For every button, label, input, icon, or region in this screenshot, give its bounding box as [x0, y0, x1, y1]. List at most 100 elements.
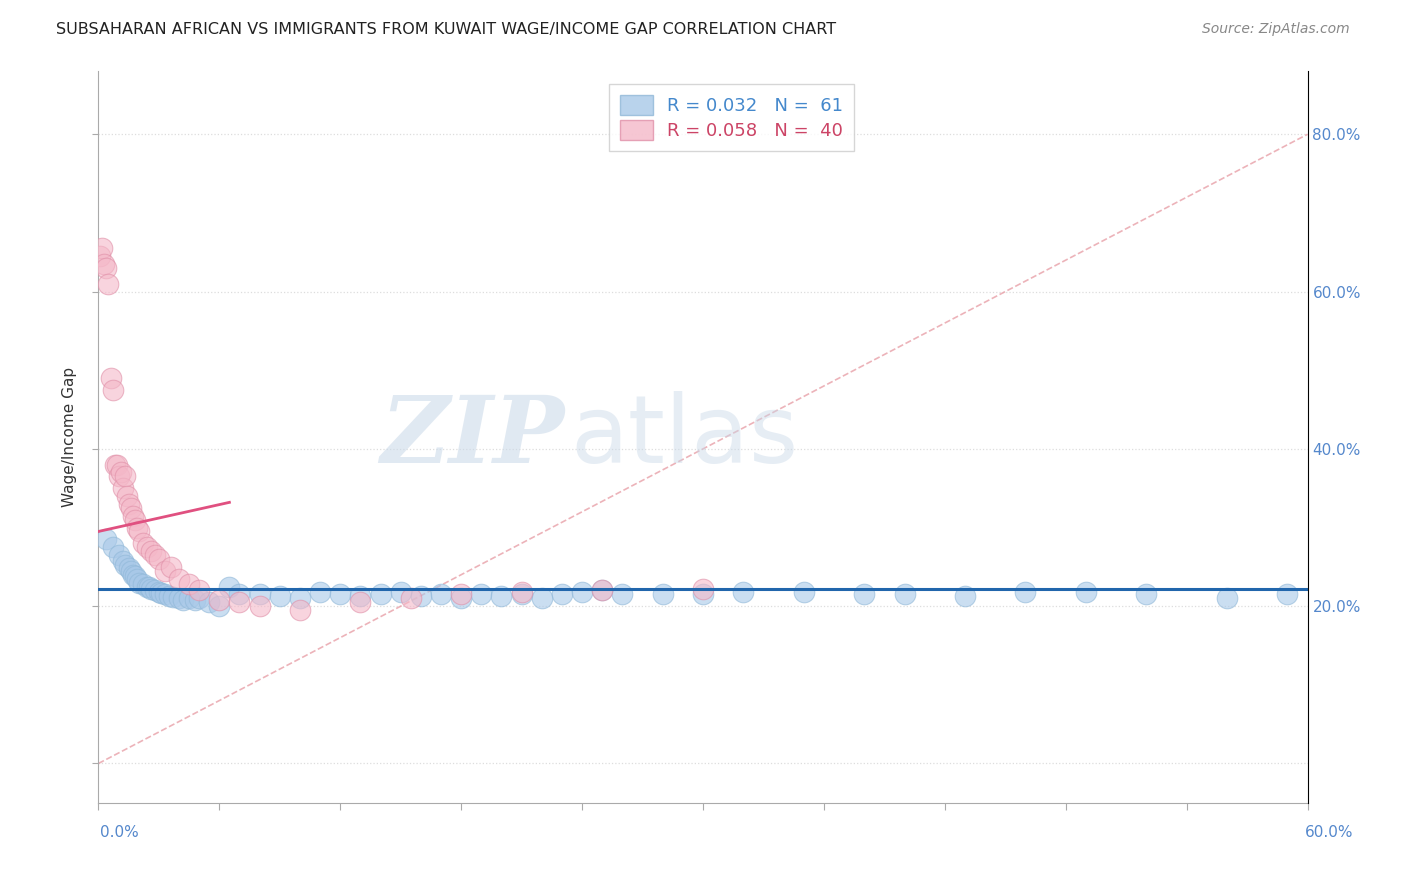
Point [118, 497, 141, 511]
Point [153, 564, 176, 578]
Point [148, 552, 170, 566]
Point [591, 583, 613, 598]
Point [692, 582, 714, 596]
Point [349, 589, 371, 603]
Point [389, 585, 412, 599]
Point [309, 585, 332, 599]
Point [1014, 585, 1036, 599]
Point [97, 277, 120, 291]
Point [120, 564, 142, 578]
Point [228, 595, 250, 609]
Point [692, 587, 714, 601]
Point [172, 593, 194, 607]
Point [139, 582, 162, 596]
Point [118, 561, 141, 575]
Point [124, 569, 146, 583]
Point [135, 580, 157, 594]
Point [89, 249, 111, 263]
Point [111, 481, 134, 495]
Point [208, 599, 231, 614]
Point [853, 587, 876, 601]
Point [135, 540, 157, 554]
Point [370, 587, 392, 601]
Point [188, 591, 211, 606]
Y-axis label: Wage/Income Gap: Wage/Income Gap [62, 367, 77, 508]
Point [114, 558, 136, 573]
Point [793, 585, 815, 599]
Point [530, 591, 553, 606]
Point [132, 536, 155, 550]
Point [591, 583, 613, 598]
Point [157, 589, 180, 603]
Point [269, 589, 291, 603]
Point [103, 458, 125, 472]
Point [1216, 591, 1239, 606]
Point [551, 587, 574, 601]
Point [179, 591, 201, 606]
Point [143, 548, 166, 562]
Point [149, 586, 172, 600]
Point [288, 603, 311, 617]
Point [138, 580, 160, 594]
Point [105, 458, 128, 472]
Point [160, 559, 183, 574]
Text: SUBSAHARAN AFRICAN VS IMMIGRANTS FROM KUWAIT WAGE/INCOME GAP CORRELATION CHART: SUBSAHARAN AFRICAN VS IMMIGRANTS FROM KU… [56, 22, 837, 37]
Point [132, 577, 155, 591]
Point [111, 553, 134, 567]
Point [179, 577, 201, 591]
Point [893, 587, 915, 601]
Point [167, 572, 190, 586]
Point [162, 590, 184, 604]
Point [510, 587, 533, 601]
Point [107, 469, 129, 483]
Point [399, 591, 422, 606]
Point [1074, 585, 1097, 599]
Point [733, 585, 755, 599]
Point [120, 500, 142, 515]
Point [128, 575, 150, 590]
Point [96, 260, 118, 275]
Point [953, 589, 976, 603]
Point [329, 587, 352, 601]
Point [491, 589, 513, 603]
Point [107, 548, 129, 562]
Point [470, 587, 492, 601]
Point [110, 466, 132, 480]
Text: atlas: atlas [569, 391, 799, 483]
Text: 0.0%: 0.0% [100, 825, 139, 840]
Point [249, 599, 271, 614]
Point [188, 583, 211, 598]
Point [450, 591, 472, 606]
Point [1135, 587, 1157, 601]
Point [128, 524, 150, 539]
Text: ZIP: ZIP [380, 392, 564, 482]
Point [228, 587, 250, 601]
Point [167, 591, 190, 606]
Point [101, 383, 124, 397]
Point [510, 585, 533, 599]
Point [153, 587, 176, 601]
Point [101, 540, 124, 554]
Point [148, 585, 170, 599]
Point [139, 544, 162, 558]
Text: 60.0%: 60.0% [1305, 825, 1353, 840]
Point [450, 587, 472, 601]
Point [125, 572, 148, 586]
Point [125, 520, 148, 534]
Point [249, 587, 271, 601]
Point [114, 469, 136, 483]
Point [218, 580, 240, 594]
Point [93, 257, 115, 271]
Point [100, 371, 122, 385]
Point [1277, 587, 1299, 601]
Point [198, 595, 221, 609]
Point [349, 595, 371, 609]
Text: Source: ZipAtlas.com: Source: ZipAtlas.com [1202, 22, 1350, 37]
Point [121, 567, 143, 582]
Point [612, 587, 634, 601]
Legend: R = 0.032   N =  61, R = 0.058   N =  40: R = 0.032 N = 61, R = 0.058 N = 40 [609, 84, 853, 151]
Point [96, 533, 118, 547]
Point [571, 585, 593, 599]
Point [651, 587, 673, 601]
Point [430, 587, 453, 601]
